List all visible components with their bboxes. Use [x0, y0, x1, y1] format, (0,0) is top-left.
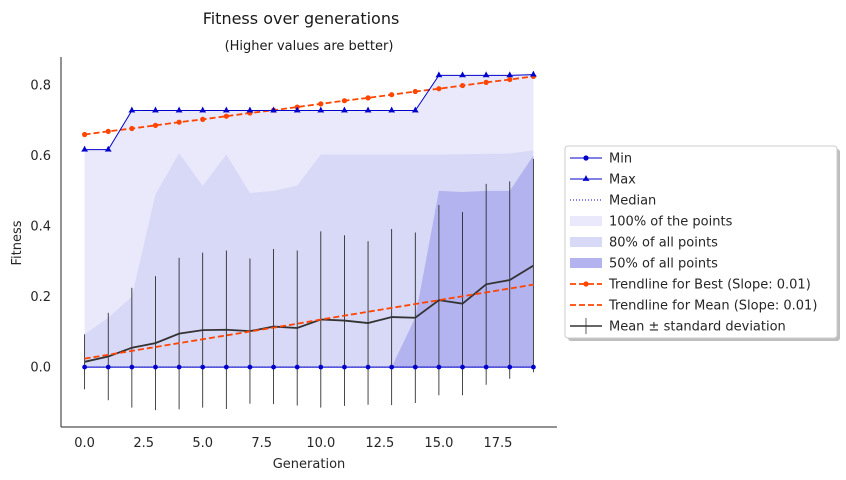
min-point	[176, 364, 182, 370]
min-point	[105, 364, 111, 370]
max-point	[482, 71, 490, 78]
x-tick-label: 12.5	[365, 436, 394, 451]
trendline-best-point	[200, 116, 206, 122]
max-point	[175, 106, 183, 113]
legend-marker	[583, 281, 589, 287]
min-point	[342, 364, 347, 370]
max-point	[388, 106, 396, 113]
y-tick-label: 0.6	[30, 149, 51, 164]
legend-label: 80% of all points	[609, 236, 718, 251]
y-tick-label: 0.2	[30, 290, 51, 305]
legend-label: Min	[609, 152, 632, 167]
plot-area: 0.0 2.5 5.0 7.5 10.0 12.5 15.0 17.5 0.0 0.2 0.4 0.6…	[30, 57, 557, 451]
x-tick-label: 15.0	[424, 436, 453, 451]
trendline-best	[84, 75, 534, 136]
chart-title: Fitness over generations	[203, 9, 400, 28]
y-tick-label: 0.4	[30, 220, 51, 235]
max-point	[459, 71, 466, 78]
min-point	[507, 364, 513, 370]
min-point	[318, 364, 324, 370]
trendline-best-point	[129, 125, 135, 132]
legend-marker	[583, 155, 589, 161]
min-point	[271, 364, 276, 370]
x-tick-label: 7.5	[251, 436, 272, 451]
x-tick-label: 0.0	[74, 436, 95, 451]
max-point	[199, 106, 207, 113]
x-tick-label: 5.0	[192, 436, 213, 451]
max-point	[340, 106, 348, 113]
min-point	[389, 364, 395, 370]
legend-swatch	[570, 258, 602, 268]
max-point	[246, 106, 254, 113]
trendline-best-point	[436, 86, 442, 92]
trendline-best-point	[318, 101, 324, 107]
max-point	[364, 106, 372, 113]
legend-box	[564, 145, 838, 339]
x-axis-label: Generation	[273, 457, 346, 472]
y-tick-label: 0.0	[30, 361, 51, 376]
min-point	[483, 364, 489, 370]
legend: Min Max Median 100% of the points 80% of all…	[564, 145, 840, 341]
trendline-best-point	[459, 82, 466, 89]
min-point	[460, 364, 465, 370]
max-point	[411, 106, 419, 113]
trendline-best-point	[483, 79, 489, 85]
mean-line	[84, 264, 534, 363]
min-point	[530, 364, 536, 370]
x-tick-label: 10.0	[306, 436, 335, 451]
trendline-best-point	[365, 95, 371, 101]
max-point	[435, 71, 443, 78]
legend-label: Median	[609, 194, 656, 209]
max-point	[506, 71, 514, 78]
y-tick-label: 0.8	[30, 79, 51, 94]
max-point	[317, 106, 325, 113]
trendline-best-point	[341, 98, 348, 104]
min-point	[294, 364, 300, 370]
trendline-best-point	[82, 131, 88, 138]
x-tick-label: 2.5	[133, 436, 154, 451]
min-point	[153, 364, 158, 370]
chart-subtitle: (Higher values are better)	[225, 39, 394, 54]
max-line	[84, 74, 534, 151]
min-point	[200, 364, 206, 370]
legend-label: Trendline for Mean (Slope: 0.01)	[608, 299, 817, 314]
legend-marker	[582, 175, 590, 181]
max-point	[81, 145, 89, 152]
max-point	[529, 70, 537, 77]
trendline-mean	[84, 283, 534, 360]
trendline-best-point	[152, 122, 159, 128]
min-point	[365, 364, 371, 370]
legend-swatch	[570, 237, 602, 247]
legend-label: Max	[609, 173, 636, 188]
max-point	[293, 106, 301, 113]
legend-label: 100% of the points	[609, 215, 733, 230]
trendline-best-point	[389, 92, 395, 98]
legend-label: Mean ± standard deviation	[609, 320, 786, 335]
trendline-best-point	[412, 88, 418, 95]
y-axis-label: Fitness	[10, 220, 25, 265]
max-point	[128, 106, 136, 113]
trendline-best-point	[105, 128, 111, 134]
max-point	[222, 106, 230, 113]
legend-label: 50% of all points	[609, 257, 718, 272]
max-point	[270, 106, 278, 113]
x-tick-label: 17.5	[483, 436, 512, 451]
trendline-best-point	[176, 119, 182, 125]
legend-label: Trendline for Best (Slope: 0.01)	[608, 278, 811, 293]
trendline-best-point	[223, 113, 229, 119]
max-point	[152, 106, 159, 113]
trendline-best-point	[507, 76, 513, 83]
min-point	[129, 364, 135, 370]
max-point	[104, 145, 112, 152]
legend-swatch	[570, 216, 602, 226]
